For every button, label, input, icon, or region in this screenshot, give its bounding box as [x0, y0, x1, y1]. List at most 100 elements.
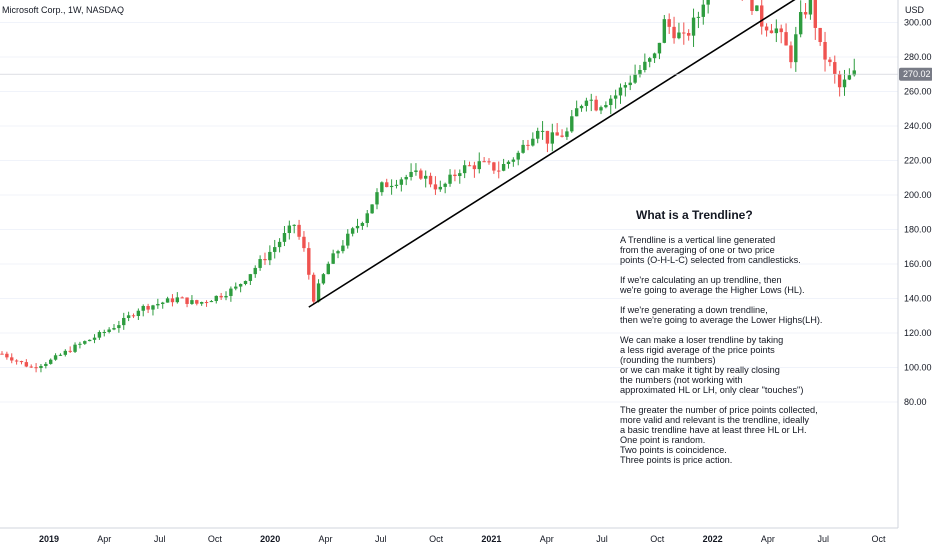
candle-body	[234, 286, 238, 289]
candle-body	[511, 159, 516, 162]
candle-body	[131, 315, 136, 317]
candle-body	[565, 131, 569, 137]
candle-body	[579, 105, 584, 109]
y-tick-label: 180.00	[904, 225, 932, 235]
candle-body	[672, 26, 676, 39]
candle-body	[823, 42, 827, 60]
candle-body	[545, 130, 550, 144]
candle-body	[847, 75, 852, 80]
candle-body	[667, 19, 671, 27]
candle-body	[555, 132, 559, 136]
candle-body	[584, 100, 589, 106]
candle-body	[243, 280, 248, 285]
candle-body	[253, 267, 257, 275]
y-tick-label: 120.00	[904, 328, 932, 338]
candle-body	[599, 107, 603, 111]
candle-body	[331, 253, 335, 264]
candle-body	[623, 85, 628, 88]
candle-body	[161, 302, 165, 304]
candle-body	[609, 98, 613, 106]
candle-body	[341, 245, 345, 252]
candle-body	[199, 302, 204, 304]
note-paragraph: If we're generating a down trendline, th…	[620, 305, 823, 325]
candle-body	[842, 79, 847, 88]
candle-body	[691, 17, 696, 36]
candle-body	[102, 331, 106, 333]
x-tick-label: Apr	[97, 534, 111, 544]
candle-body	[433, 184, 438, 190]
candle-body	[438, 186, 442, 190]
candle-body	[292, 224, 296, 226]
candle-body	[126, 315, 131, 318]
last-price-label-text: 270.02	[903, 69, 931, 79]
x-tick-label: Apr	[540, 534, 554, 544]
candle-body	[287, 225, 292, 234]
note-title: What is a Trendline?	[636, 208, 753, 222]
candle-body	[764, 26, 769, 31]
candle-body	[448, 174, 452, 184]
y-tick-label: 240.00	[904, 121, 932, 131]
candle-body	[365, 213, 369, 223]
candle-body	[560, 135, 564, 137]
candle-body	[44, 363, 48, 366]
y-tick-label: 140.00	[904, 294, 932, 304]
x-tick-label: 2021	[481, 534, 501, 544]
candle-body	[394, 184, 399, 186]
symbol-title: Microsoft Corp., 1W, NASDAQ	[2, 5, 125, 15]
candle-body	[156, 303, 160, 306]
candle-body	[794, 34, 798, 63]
candle-body	[141, 305, 145, 311]
candle-body	[487, 161, 491, 163]
candle-body	[574, 108, 579, 117]
candle-body	[380, 182, 384, 193]
candle-body	[760, 5, 764, 27]
candle-body	[852, 70, 856, 76]
candle-body	[307, 248, 311, 275]
y-tick-label: 280.00	[904, 52, 932, 62]
candle-body	[49, 359, 53, 364]
x-tick-label: 2020	[260, 534, 280, 544]
candle-body	[755, 5, 759, 11]
candle-body	[146, 305, 150, 310]
y-tick-label: 260.00	[904, 87, 932, 97]
candle-body	[516, 152, 520, 160]
currency-label: USD	[905, 5, 925, 15]
candle-body	[68, 350, 72, 352]
candle-body	[682, 32, 686, 34]
candle-body	[828, 59, 832, 63]
y-tick-label: 220.00	[904, 156, 932, 166]
candle-body	[175, 297, 180, 303]
candle-body	[360, 222, 365, 226]
candle-body	[24, 362, 29, 367]
candle-body	[643, 61, 647, 70]
candle-body	[204, 302, 209, 304]
note-paragraph: If we're calculating an up trendline, th…	[620, 275, 805, 295]
candle-body	[73, 344, 77, 352]
candle-body	[618, 87, 623, 96]
candle-body	[662, 19, 667, 43]
candle-body	[784, 32, 788, 46]
candle-body	[10, 357, 14, 361]
candle-body	[706, 0, 710, 5]
candle-body	[477, 161, 481, 170]
candle-body	[229, 288, 233, 296]
candle-body	[492, 162, 496, 171]
candle-body	[467, 165, 472, 167]
candle-body	[97, 332, 102, 338]
candle-body	[633, 74, 637, 83]
candle-body	[497, 170, 501, 172]
candle-body	[419, 170, 423, 179]
candle-body	[238, 284, 243, 287]
candle-body	[58, 354, 63, 356]
candle-body	[652, 53, 657, 59]
candle-body	[136, 310, 141, 316]
candle-body	[375, 192, 379, 205]
candle-body	[399, 179, 404, 185]
candle-body	[808, 0, 813, 15]
candle-body	[19, 361, 24, 363]
candle-body	[263, 259, 267, 261]
y-tick-label: 80.00	[904, 397, 927, 407]
candle-body	[648, 58, 652, 62]
y-axis-ticks: 80.00 100.00 120.00 140.00 160.00 180.00 200.0…	[904, 18, 932, 408]
